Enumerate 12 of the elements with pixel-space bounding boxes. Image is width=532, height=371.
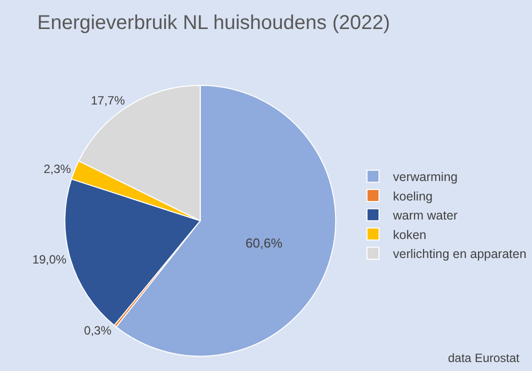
text: data Eurostat xyxy=(448,351,520,365)
legend-label: verwarming xyxy=(393,170,458,184)
legend-label: warm water xyxy=(392,208,458,223)
data-label: 0,3% xyxy=(84,323,112,338)
data-label: 19,0% xyxy=(32,252,67,266)
legend-label: verlichting en apparaten xyxy=(393,247,526,262)
legend-label: koeling xyxy=(393,189,433,204)
chart-title: Energieverbruik NL huishoudens (2022) xyxy=(37,12,390,34)
data-label: 17,7% xyxy=(90,94,126,108)
data-label: 60,6% xyxy=(246,236,283,250)
legend-label: koken xyxy=(393,228,426,242)
data-label: 2,3% xyxy=(44,162,72,176)
